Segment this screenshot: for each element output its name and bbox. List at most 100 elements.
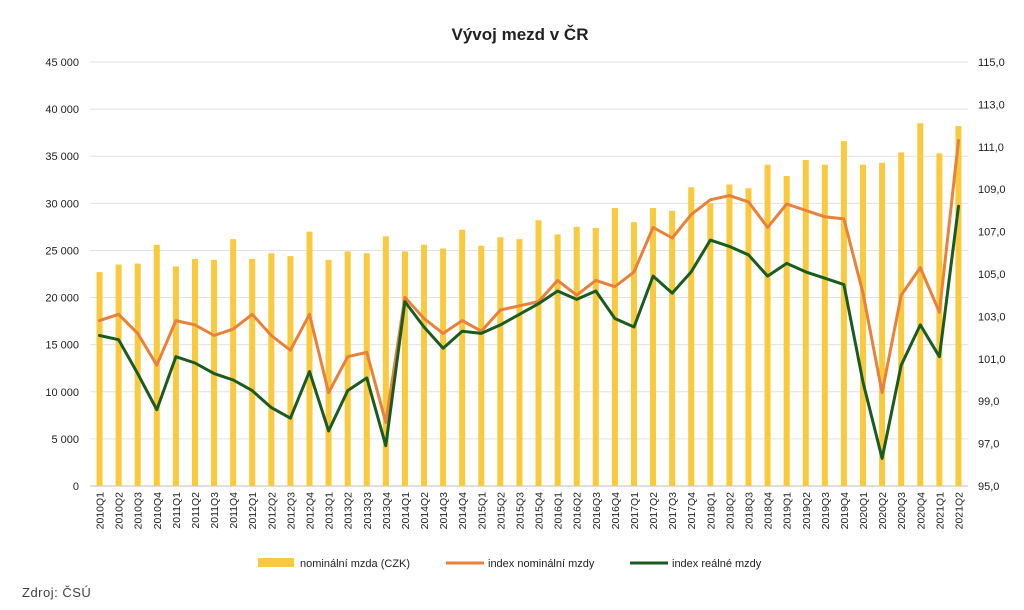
x-tick-label: 2018Q1 xyxy=(705,492,717,530)
line-series xyxy=(98,138,960,460)
wage-bar xyxy=(268,253,275,486)
x-tick-label: 2010Q4 xyxy=(152,492,164,530)
wage-bar xyxy=(726,184,733,486)
wage-bar xyxy=(783,176,790,486)
x-tick-label: 2017Q3 xyxy=(667,492,679,530)
wage-bar xyxy=(401,251,408,486)
wage-bar xyxy=(96,272,103,486)
x-tick-label: 2014Q3 xyxy=(438,492,450,530)
x-tick-label: 2019Q2 xyxy=(801,492,813,530)
right-tick-label: 115,0 xyxy=(978,57,1005,69)
wage-bar xyxy=(650,208,657,487)
left-tick-label: 40 000 xyxy=(45,104,79,116)
x-tick-label: 2012Q4 xyxy=(305,492,317,530)
left-tick-label: 0 xyxy=(73,481,79,493)
x-tick-label: 2010Q1 xyxy=(95,492,107,530)
x-tick-label: 2016Q1 xyxy=(553,492,565,530)
wage-bar xyxy=(287,256,294,486)
x-tick-label: 2013Q1 xyxy=(324,492,336,530)
wage-bar xyxy=(879,162,886,486)
gridlines xyxy=(90,61,968,487)
left-tick-label: 35 000 xyxy=(45,151,79,163)
x-tick-label: 2010Q2 xyxy=(114,492,126,530)
wage-bar xyxy=(344,251,351,486)
wage-bar xyxy=(917,123,924,486)
right-tick-label: 113,0 xyxy=(978,99,1005,111)
x-tick-label: 2019Q4 xyxy=(839,492,851,530)
left-tick-label: 20 000 xyxy=(45,293,79,305)
x-tick-label: 2011Q1 xyxy=(171,492,183,529)
wage-bar xyxy=(421,244,428,486)
legend-label-nominal-index: index nominální mzdy xyxy=(488,558,595,570)
x-tick-label: 2016Q2 xyxy=(572,492,584,530)
right-tick-label: 101,0 xyxy=(978,354,1006,366)
x-tick-label: 2016Q4 xyxy=(610,492,622,530)
x-tick-label: 2017Q4 xyxy=(686,492,698,530)
right-tick-label: 95,0 xyxy=(978,481,999,493)
wage-bar xyxy=(382,236,389,486)
left-tick-label: 25 000 xyxy=(45,245,79,257)
chart-title: Vývoj mezd v ČR xyxy=(452,25,589,44)
left-axis: 0 5 000 10 000 15 000 20 000 25 000 30 000 35 0… xyxy=(45,57,79,493)
x-tick-label: 2020Q2 xyxy=(877,492,889,530)
x-tick-label: 2014Q2 xyxy=(419,492,431,530)
left-tick-label: 5 000 xyxy=(51,434,79,446)
wage-bar xyxy=(955,126,962,487)
real-index-line xyxy=(98,204,960,460)
x-tick-label: 2018Q3 xyxy=(744,492,756,530)
wage-bar xyxy=(459,229,466,486)
right-tick-label: 103,0 xyxy=(978,311,1006,323)
wage-bar xyxy=(172,266,179,486)
x-tick-label: 2019Q1 xyxy=(782,492,794,530)
wage-bar xyxy=(249,258,256,486)
right-tick-label: 105,0 xyxy=(978,269,1006,281)
x-tick-label: 2020Q1 xyxy=(858,492,870,530)
x-tick-label: 2013Q3 xyxy=(362,492,374,530)
wage-bar xyxy=(325,259,332,486)
x-tick-label: 2011Q2 xyxy=(190,492,202,529)
x-tick-label: 2015Q4 xyxy=(534,492,546,530)
x-tick-label: 2015Q1 xyxy=(476,492,488,530)
wage-bar xyxy=(630,222,637,486)
wage-bar xyxy=(230,239,237,486)
x-tick-label: 2017Q2 xyxy=(648,492,660,530)
x-tick-label: 2012Q3 xyxy=(285,492,297,530)
right-axis: 95,0 97,0 99,0 101,0 103,0 105,0 107,0 109,0 111… xyxy=(978,57,1006,493)
wage-bar xyxy=(115,264,122,486)
wage-bar xyxy=(478,245,485,486)
x-tick-label: 2012Q1 xyxy=(247,492,259,530)
wage-bar xyxy=(821,164,828,487)
x-tick-label: 2011Q3 xyxy=(209,492,221,529)
x-tick-label: 2020Q3 xyxy=(896,492,908,530)
wage-bar xyxy=(745,188,752,486)
wage-bar xyxy=(191,258,198,486)
wage-bar xyxy=(440,248,447,486)
x-tick-label: 2013Q2 xyxy=(343,492,355,530)
x-tick-label: 2020Q4 xyxy=(915,492,927,530)
x-tick-label: 2016Q3 xyxy=(591,492,603,530)
wage-bar xyxy=(764,164,771,487)
x-tick-label: 2011Q4 xyxy=(228,492,240,529)
legend-label-nominal-wage: nominální mzda (CZK) xyxy=(300,558,410,570)
wage-bar xyxy=(669,210,676,487)
wage-bar xyxy=(535,220,542,486)
wage-bar xyxy=(688,187,695,486)
right-tick-label: 107,0 xyxy=(978,227,1006,239)
left-tick-label: 45 000 xyxy=(45,57,79,69)
nominal-index-line xyxy=(98,138,960,424)
left-tick-label: 30 000 xyxy=(45,198,79,210)
wage-bar xyxy=(936,153,943,486)
wage-bar xyxy=(497,237,504,486)
x-tick-label: 2018Q4 xyxy=(763,492,775,530)
right-tick-label: 97,0 xyxy=(978,439,999,451)
x-tick-label: 2015Q3 xyxy=(514,492,526,530)
wage-bar xyxy=(898,152,905,486)
legend-swatch-nominal-wage xyxy=(258,558,294,567)
wage-bar xyxy=(707,203,714,487)
x-tick-label: 2010Q3 xyxy=(133,492,145,530)
wage-bar xyxy=(306,231,313,486)
legend-label-real-index: index reálné mzdy xyxy=(672,558,762,570)
x-tick-label: 2017Q1 xyxy=(629,492,641,530)
left-tick-label: 10 000 xyxy=(45,387,79,399)
x-tick-label: 2021Q1 xyxy=(934,492,946,530)
